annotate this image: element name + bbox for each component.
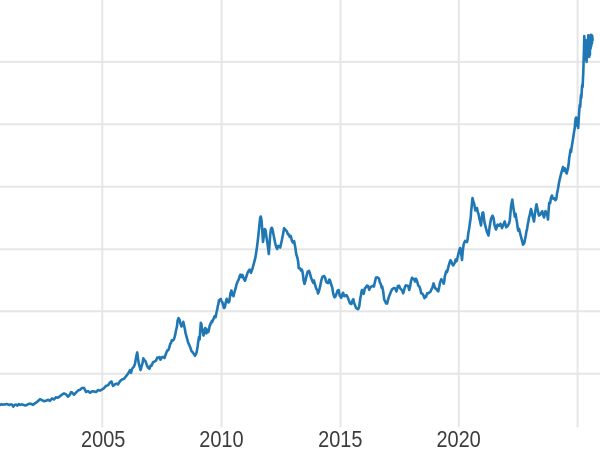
svg-text:2005: 2005 xyxy=(81,426,125,450)
svg-text:2020: 2020 xyxy=(436,426,480,450)
svg-text:2010: 2010 xyxy=(199,426,243,450)
svg-text:2015: 2015 xyxy=(318,426,362,450)
